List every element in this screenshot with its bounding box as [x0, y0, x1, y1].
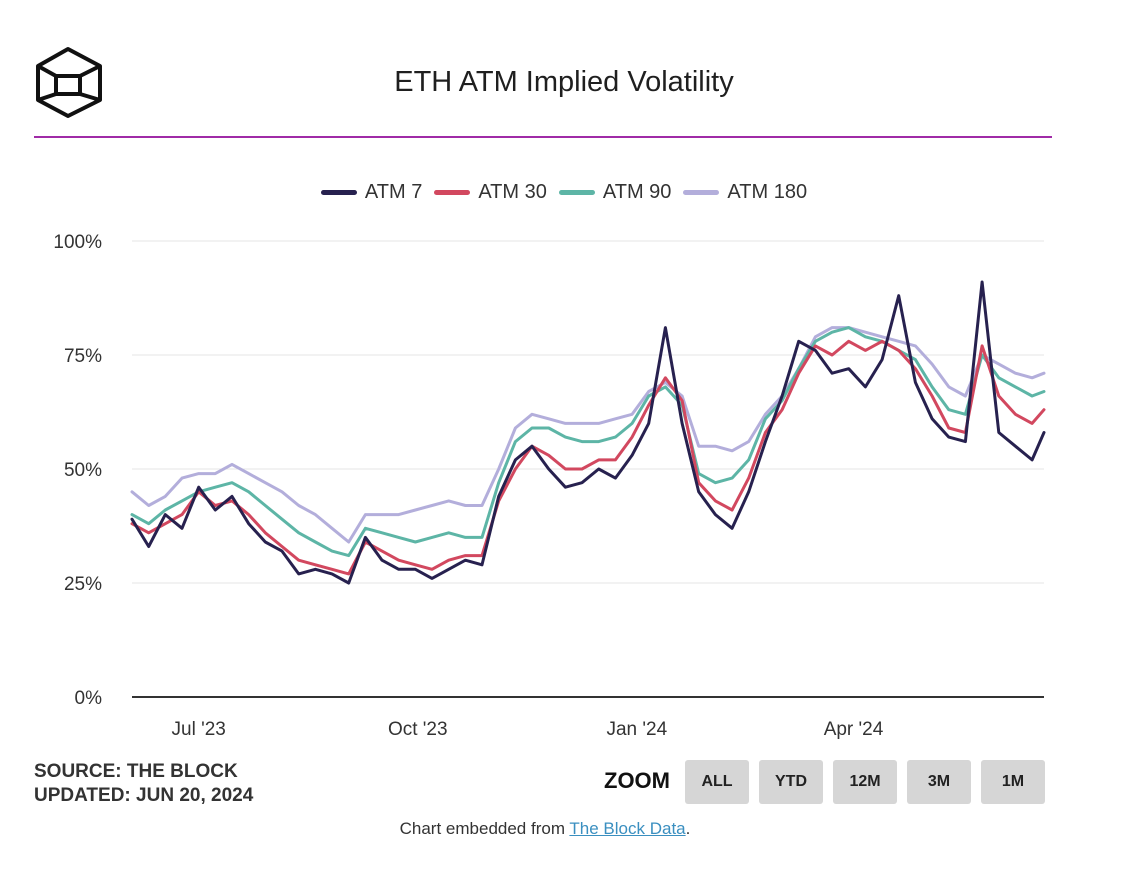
source-text: SOURCE: THE BLOCK: [34, 761, 238, 782]
zoom-all-button[interactable]: ALL: [685, 760, 749, 804]
y-tick-label: 50%: [64, 460, 102, 481]
x-tick-label: Oct '23: [388, 719, 448, 740]
source-block: SOURCE: THE BLOCK UPDATED: JUN 20, 2024: [34, 760, 253, 808]
y-tick-label: 25%: [64, 574, 102, 595]
legend-swatch: [683, 190, 720, 195]
y-tick-label: 100%: [53, 232, 102, 253]
zoom-1m-button[interactable]: 1M: [981, 760, 1045, 804]
updated-text: UPDATED: JUN 20, 2024: [34, 785, 254, 806]
legend-swatch: [558, 190, 595, 195]
x-tick-label: Apr '24: [824, 719, 884, 740]
legend-label: ATM 90: [602, 181, 672, 203]
series-line-atm-180: [130, 326, 1046, 544]
zoom-12m-button[interactable]: 12M: [833, 760, 897, 804]
the-block-logo-icon: [36, 47, 102, 118]
legend-label: ATM 180: [727, 181, 808, 203]
legend-label: ATM 7: [364, 181, 423, 203]
embed-note: Chart embedded from The Block Data.: [0, 819, 1090, 839]
zoom-ytd-button[interactable]: YTD: [759, 760, 823, 804]
title-divider: [34, 136, 1052, 138]
legend-item-atm-7[interactable]: ATM 7: [320, 181, 423, 204]
x-tick-label: Jul '23: [172, 719, 226, 740]
legend-swatch: [320, 190, 357, 195]
y-tick-label: 0%: [75, 688, 103, 709]
the-block-data-link[interactable]: The Block Data: [569, 819, 686, 838]
zoom-3m-button[interactable]: 3M: [907, 760, 971, 804]
series-line-atm-30: [130, 339, 1046, 576]
x-tick-label: Jan '24: [606, 719, 667, 740]
chart-title: ETH ATM Implied Volatility: [394, 66, 734, 98]
line-chart: 0% 25% 50% 75% 100% Jul '23 Oct '23 Jan '24 Apr …: [53, 232, 1046, 740]
embed-suffix: .: [685, 819, 691, 838]
legend-label: ATM 30: [478, 181, 547, 203]
series-line-atm-7: [130, 280, 1046, 585]
embed-prefix: Chart embedded from: [399, 819, 570, 838]
zoom-label: ZOOM: [604, 768, 670, 793]
chart-legend: ATM 7 ATM 30 ATM 90 ATM 180: [0, 181, 1128, 204]
legend-item-atm-30[interactable]: ATM 30: [434, 181, 547, 204]
legend-item-atm-90[interactable]: ATM 90: [558, 181, 672, 204]
legend-item-atm-180[interactable]: ATM 180: [683, 181, 807, 204]
legend-swatch: [434, 190, 471, 195]
y-tick-label: 75%: [64, 346, 102, 367]
